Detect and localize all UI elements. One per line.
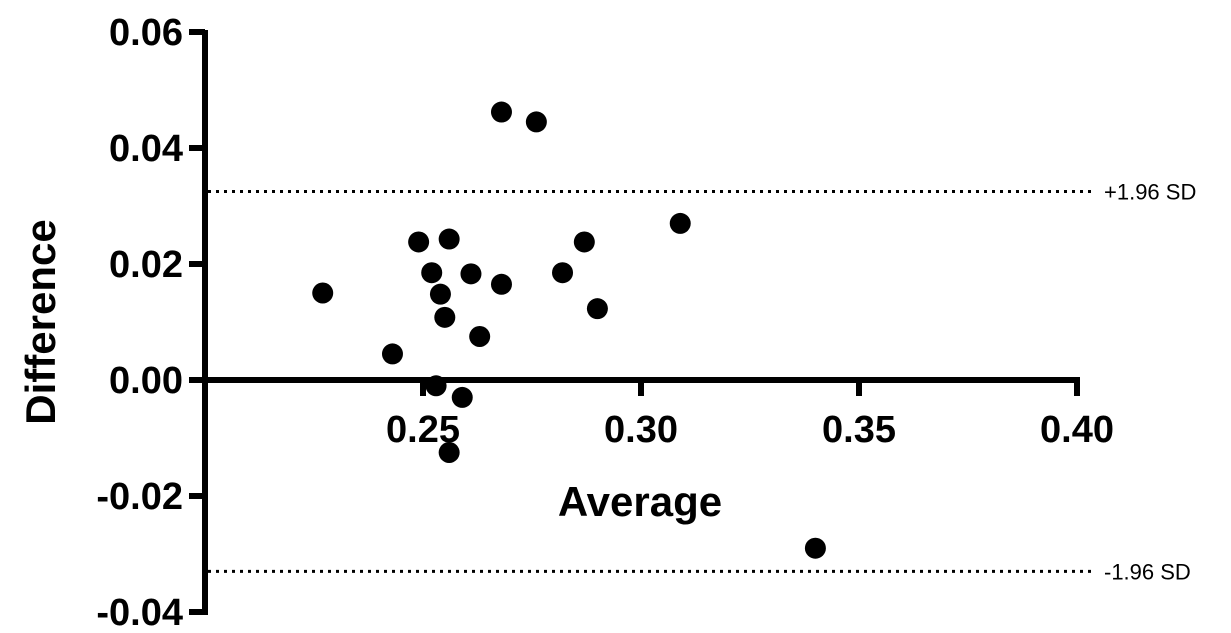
data-point [525,111,547,133]
sd-reference-label: -1.96 SD [1104,559,1191,584]
axes: 0.060.040.020.00-0.02-0.040.25 0.30 0.35 0.… [96,12,1114,633]
data-point [408,231,430,253]
data-point [425,375,447,397]
data-point [469,326,491,347]
data-point [552,262,574,284]
data-point [421,262,443,284]
data-point [490,273,512,295]
data-point [438,442,460,463]
y-tick-label: 0.02 [109,244,183,286]
data-point [451,386,473,408]
x-tick-label: 0.35 [822,409,896,451]
y-tick-label: 0.06 [109,12,183,54]
data-point [669,212,691,234]
sd-reference-label: +1.96 SD [1104,180,1196,205]
y-tick-label: -0.02 [96,476,183,518]
data-points [312,101,826,559]
data-point [460,263,482,285]
y-axis-title: Difference [17,219,64,424]
x-axis-title: Average [558,478,722,525]
y-tick-label: 0.04 [109,128,183,170]
data-point [312,282,334,304]
reference-lines: +1.96 SD -1.96 SD [208,180,1196,584]
x-tick-label: 0.40 [1040,409,1114,451]
data-point [381,343,403,365]
x-tick-label: 0.30 [604,409,678,451]
data-point [573,231,595,253]
data-point [438,228,460,250]
data-point [804,537,826,559]
data-point [429,283,451,305]
data-point [586,298,608,320]
data-point [434,306,456,328]
y-tick-label: 0.00 [109,360,183,402]
data-point [490,101,512,123]
y-tick-label: -0.04 [96,592,183,633]
